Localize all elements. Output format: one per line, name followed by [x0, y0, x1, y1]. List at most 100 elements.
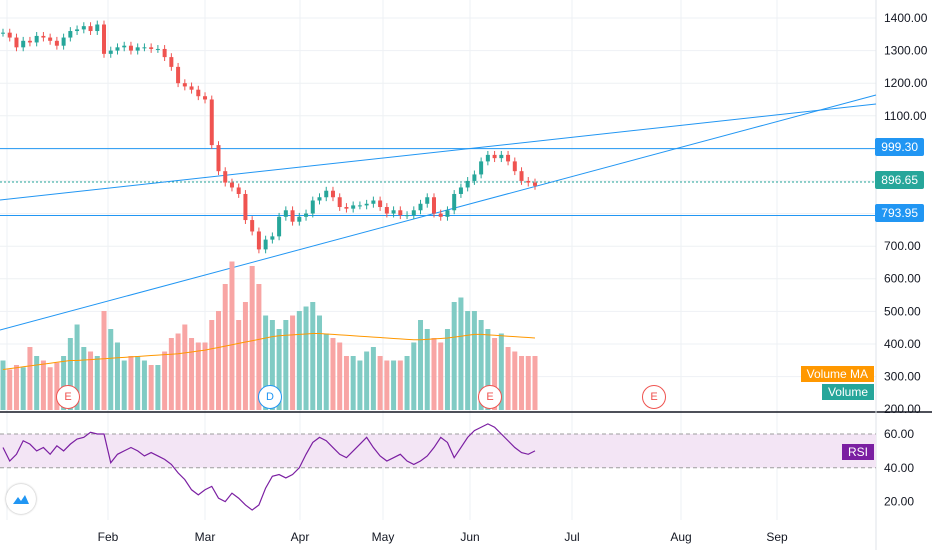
volume-bar [128, 356, 134, 410]
volume-bar [202, 342, 208, 410]
candle-body [344, 207, 349, 209]
price-badge-793: 793.95 [875, 204, 924, 222]
volume-bar [303, 306, 309, 410]
volume-bar [168, 338, 174, 410]
volume-bar [512, 351, 518, 410]
candle-body [384, 207, 389, 214]
candle-body [41, 35, 46, 38]
volume-bar [141, 360, 147, 410]
volume-bar [330, 338, 336, 410]
volume-bar [215, 311, 221, 410]
candle-body [88, 26, 93, 32]
candle-body [162, 48, 167, 58]
volume-bar [337, 342, 343, 410]
candle-body [479, 161, 484, 175]
volume-bar [384, 360, 390, 410]
volume-bar [364, 351, 370, 410]
volume-bar [357, 360, 363, 410]
tradingview-logo-icon[interactable] [6, 484, 36, 514]
event-dividend[interactable]: D [258, 385, 282, 409]
volume-bar [114, 342, 120, 410]
candle-body [196, 89, 201, 97]
candle-body [7, 32, 12, 38]
candle-body [95, 24, 100, 32]
volume-bar [418, 320, 424, 410]
price-tick-label: 1200.00 [884, 76, 928, 90]
rsi-tick-label: 60.00 [884, 427, 914, 441]
volume-bar [377, 356, 383, 410]
volume-bar [397, 360, 403, 410]
event-earnings-2[interactable]: E [478, 385, 502, 409]
candle-body [324, 190, 329, 198]
candle-body [438, 213, 443, 217]
candle-body [54, 40, 59, 46]
candle-body [357, 205, 362, 207]
candle-body [68, 31, 73, 38]
volume-bar [242, 302, 248, 410]
candle-body [169, 57, 174, 67]
candle-body [317, 197, 322, 201]
candle-body [533, 182, 537, 186]
candle-body [75, 29, 80, 32]
event-earnings-3[interactable]: E [642, 385, 666, 409]
candle-body [189, 86, 194, 90]
candle-body [519, 171, 524, 181]
candle-body [223, 171, 228, 183]
candle-body [425, 197, 430, 204]
rsi-tick-label: 40.00 [884, 461, 914, 475]
volume-bar [532, 356, 538, 410]
price-tick-label: 500.00 [884, 304, 921, 318]
candle-body [21, 40, 26, 48]
price-tick-label: 1300.00 [884, 44, 928, 58]
volume-bar [350, 356, 356, 410]
volume-bar [269, 320, 275, 410]
price-tick-label: 1100.00 [884, 109, 927, 123]
rsi-tag: RSI [841, 444, 874, 460]
event-earnings-1[interactable]: E [56, 385, 80, 409]
volume-bar [391, 360, 397, 410]
month-label: Mar [195, 530, 216, 544]
candle-body [378, 200, 383, 208]
month-label: Jun [460, 530, 479, 544]
candle-body [526, 180, 531, 183]
candle-body [263, 239, 268, 250]
trendline-lower [0, 94, 877, 331]
volume-bar [465, 311, 471, 410]
candle-body [270, 236, 275, 240]
volume-bar [471, 311, 477, 410]
candle-body [216, 145, 221, 172]
candle-body [122, 45, 127, 48]
candle-body [27, 40, 32, 43]
volume-bar [189, 338, 195, 410]
candle-body [418, 203, 423, 211]
volume-bar [20, 367, 26, 410]
volume-bar [74, 324, 80, 410]
volume-bar [310, 302, 316, 410]
volume-bar [492, 338, 498, 410]
volume-bar [108, 329, 114, 410]
volume-bar [444, 329, 450, 410]
candle-body [135, 47, 140, 51]
candle-body [458, 187, 463, 194]
candle-body [492, 154, 497, 159]
month-label: May [372, 530, 395, 544]
candle-body [472, 174, 477, 181]
volume-bar [155, 365, 161, 410]
candle-body [512, 161, 517, 172]
volume-bar [54, 362, 60, 410]
candle-body [176, 66, 181, 84]
candle-body [149, 47, 154, 49]
candle-body [431, 197, 436, 214]
candle-body [1, 32, 5, 34]
volume-bar [290, 315, 296, 410]
price-tick-label: 300.00 [884, 369, 921, 383]
volume-bar [478, 320, 484, 410]
candle-body [411, 210, 416, 216]
month-label: Apr [291, 530, 310, 544]
volume-bar [256, 284, 262, 410]
volume-bar [182, 324, 188, 410]
candle-body [465, 180, 470, 188]
candle-body [304, 213, 309, 217]
candle-body [398, 210, 403, 216]
